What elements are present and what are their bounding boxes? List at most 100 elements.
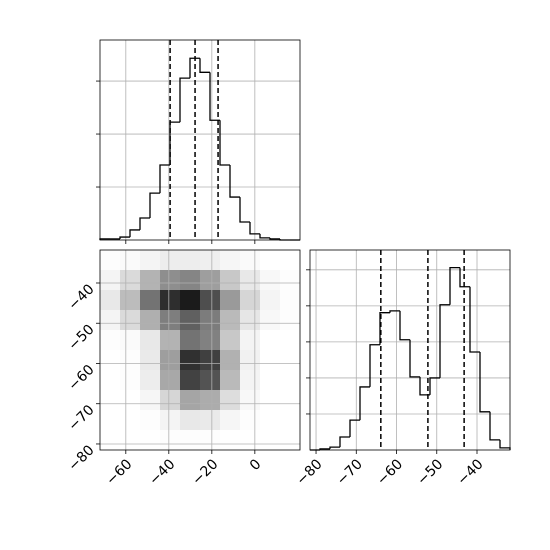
density-cell xyxy=(120,430,141,451)
density-cell xyxy=(100,410,121,431)
density-cell xyxy=(240,330,261,351)
histogram-bin xyxy=(249,221,260,235)
density-cell xyxy=(120,390,141,411)
density-cell xyxy=(120,250,141,271)
density-cell xyxy=(140,350,161,371)
density-cell xyxy=(240,270,261,291)
density-cell xyxy=(200,310,221,331)
density-cell xyxy=(100,330,121,351)
density-cell xyxy=(180,310,201,331)
histogram-bin xyxy=(219,120,230,166)
density-cell xyxy=(100,370,121,391)
density-cell xyxy=(100,390,121,411)
density-cell xyxy=(120,270,141,291)
histogram-bin xyxy=(129,229,140,238)
histogram-bin xyxy=(229,165,240,198)
density-cell xyxy=(220,410,241,431)
density-cell xyxy=(160,310,181,331)
density-cell xyxy=(280,390,301,411)
density-cell xyxy=(200,250,221,271)
density-cell xyxy=(260,350,281,371)
density-cell xyxy=(100,250,121,271)
density-cell xyxy=(100,270,121,291)
density-cell xyxy=(220,370,241,391)
density-cell xyxy=(240,410,261,431)
histogram-bin xyxy=(429,377,440,395)
histogram-bin xyxy=(119,236,130,239)
density-cell xyxy=(100,430,121,451)
density-cell xyxy=(220,430,241,451)
density-cell xyxy=(160,370,181,391)
density-cell xyxy=(240,390,261,411)
density-cell xyxy=(220,350,241,371)
density-cell xyxy=(280,270,301,291)
density-cell xyxy=(160,330,181,351)
histogram-bin xyxy=(399,310,410,341)
x-tick-label: −20 xyxy=(189,456,221,488)
histogram-bin xyxy=(239,197,250,223)
histogram-bin xyxy=(379,312,390,345)
y-tick-label: −50 xyxy=(65,322,97,354)
density-cell xyxy=(260,410,281,431)
x-tick-label: −40 xyxy=(454,456,486,488)
density-cell xyxy=(260,330,281,351)
y-tick-label: −80 xyxy=(65,442,97,474)
density-cell xyxy=(240,430,261,451)
density-cell xyxy=(240,290,261,311)
density-cell xyxy=(280,430,301,451)
density-cell xyxy=(180,430,201,451)
density-cell xyxy=(160,350,181,371)
density-cell xyxy=(280,310,301,331)
density-cell xyxy=(220,250,241,271)
density-cell xyxy=(120,370,141,391)
x-tick-label: −70 xyxy=(334,456,366,488)
density-cell xyxy=(200,290,221,311)
density-cell xyxy=(220,290,241,311)
density-cell xyxy=(140,270,161,291)
histogram-bin xyxy=(199,58,210,73)
histogram-bin xyxy=(469,286,480,353)
density-cell xyxy=(220,390,241,411)
x-tick-label: −50 xyxy=(414,456,446,488)
density-cell xyxy=(280,290,301,311)
density-cell xyxy=(200,270,221,291)
density-cell xyxy=(240,370,261,391)
density-cell xyxy=(180,410,201,431)
axes-frame xyxy=(99,39,301,241)
density-cell xyxy=(160,250,181,271)
density-cell xyxy=(180,350,201,371)
density-cell xyxy=(160,430,181,451)
density-cell xyxy=(180,370,201,391)
density-cell xyxy=(200,430,221,451)
density-cell xyxy=(200,390,221,411)
density-cell xyxy=(160,410,181,431)
histogram-bin xyxy=(439,304,450,378)
density-cell xyxy=(260,270,281,291)
density-cell xyxy=(180,290,201,311)
histogram-bin xyxy=(449,267,460,305)
density-cell xyxy=(260,250,281,271)
density-cell xyxy=(240,250,261,271)
density-cell xyxy=(120,290,141,311)
histogram-bin xyxy=(179,77,190,123)
density-cell xyxy=(200,410,221,431)
histogram-bin xyxy=(269,237,280,240)
density-cell xyxy=(280,350,301,371)
density-cell xyxy=(120,310,141,331)
histogram-bin xyxy=(489,411,500,441)
density-cell xyxy=(100,350,121,371)
x-tick-label: −80 xyxy=(293,456,325,488)
density-cell xyxy=(280,410,301,431)
density-cell xyxy=(200,350,221,371)
axes-frame xyxy=(99,249,301,451)
x-tick-label: 0 xyxy=(247,456,265,474)
density-cell xyxy=(100,290,121,311)
density-cell xyxy=(240,350,261,371)
density-cell xyxy=(140,250,161,271)
density-cell xyxy=(120,410,141,431)
density-cell xyxy=(200,370,221,391)
histogram-bin xyxy=(339,436,350,448)
density-cell xyxy=(260,430,281,451)
histogram-bin xyxy=(149,192,160,219)
density-cell xyxy=(160,390,181,411)
